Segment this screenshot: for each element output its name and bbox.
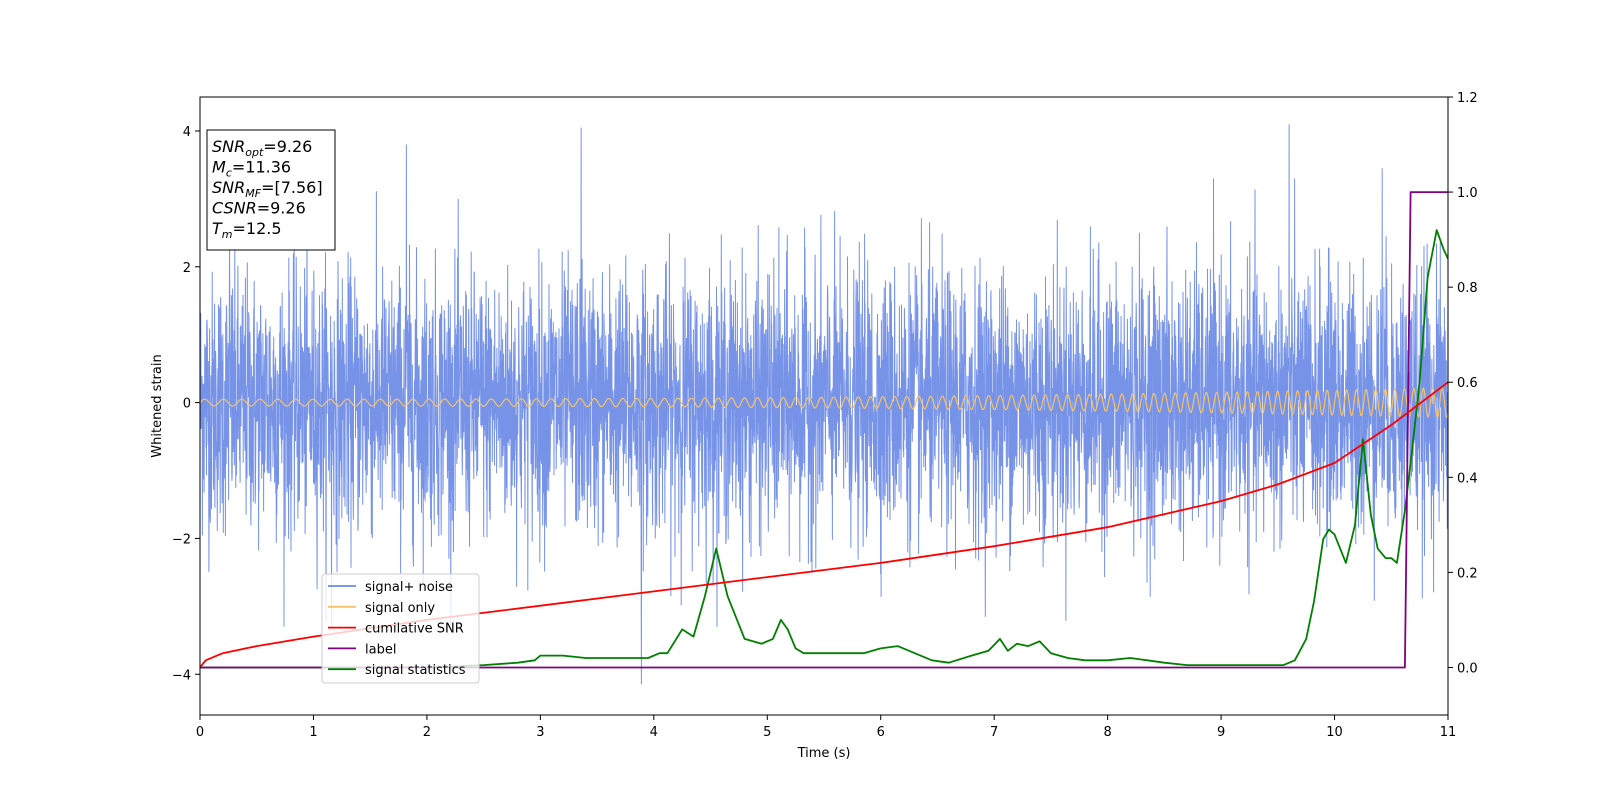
series-cumulative-snr — [200, 381, 1448, 669]
x-tick-label: 0 — [196, 725, 204, 740]
y-axis-label: Whitened strain — [150, 354, 165, 457]
y2-tick-label: 0.8 — [1457, 281, 1478, 296]
x-tick-label: 2 — [423, 725, 431, 740]
annotation-box-frame — [206, 129, 336, 251]
x-tick-label: 9 — [1217, 725, 1225, 740]
x-tick-label: 8 — [1103, 725, 1111, 740]
series-signal-only — [200, 386, 1448, 419]
annotation-line: Tm=12.5 — [212, 219, 282, 241]
x-tick-label: 6 — [877, 725, 885, 740]
legend-frame — [321, 573, 480, 684]
series-signal-statistics — [200, 229, 1448, 669]
x-axis-label: Time (s) — [797, 746, 851, 761]
annotation-line: SNRopt=9.26 — [212, 137, 312, 159]
series-layer — [200, 124, 1448, 685]
y2-tick-label: 0.0 — [1457, 661, 1478, 676]
y2-tick-label: 1.0 — [1457, 186, 1478, 201]
x-tick-label: 3 — [536, 725, 544, 740]
y-tick-label: −2 — [172, 532, 191, 547]
series-label — [200, 191, 1448, 669]
y-axis-right: 0.0 0.2 0.4 0.6 0.8 1.0 1.2 — [1448, 91, 1478, 676]
y-tick-label: 2 — [183, 261, 191, 276]
annotation-line: CSNR=9.26 — [212, 199, 306, 218]
annotation-line: Mc=11.36 — [212, 158, 291, 180]
x-axis: 0 1 2 3 4 5 6 7 8 9 10 11 — [196, 715, 1456, 740]
plot-frame — [199, 96, 1449, 716]
y2-tick-label: 0.6 — [1457, 376, 1478, 391]
legend-entry: signal only — [365, 601, 435, 616]
legend-entry: label — [365, 642, 396, 657]
y2-tick-label: 1.2 — [1457, 91, 1478, 106]
y-axis-left: −4 −2 0 2 4 — [172, 125, 200, 683]
series-signal-noise — [200, 124, 1448, 685]
x-tick-label: 4 — [650, 725, 658, 740]
x-tick-label: 7 — [990, 725, 998, 740]
y-tick-label: 4 — [183, 125, 191, 140]
y-tick-label: −4 — [172, 668, 191, 683]
annotation-line: SNRMF=[7.56] — [212, 178, 323, 200]
annotation-box: SNRopt=9.26Mc=11.36SNRMF=[7.56]CSNR=9.26… — [206, 129, 336, 251]
legend: signal+ noise signal only cumilative SNR la… — [321, 573, 480, 684]
y2-tick-label: 0.2 — [1457, 566, 1478, 581]
legend-entry: signal+ noise — [365, 580, 453, 595]
legend-entry: signal statistics — [365, 663, 466, 678]
x-tick-label: 5 — [763, 725, 771, 740]
x-tick-label: 11 — [1440, 725, 1457, 740]
y-tick-label: 0 — [183, 397, 191, 412]
y2-tick-label: 0.4 — [1457, 471, 1478, 486]
x-tick-label: 10 — [1326, 725, 1343, 740]
x-tick-label: 1 — [309, 725, 317, 740]
legend-entry: cumilative SNR — [365, 622, 464, 637]
